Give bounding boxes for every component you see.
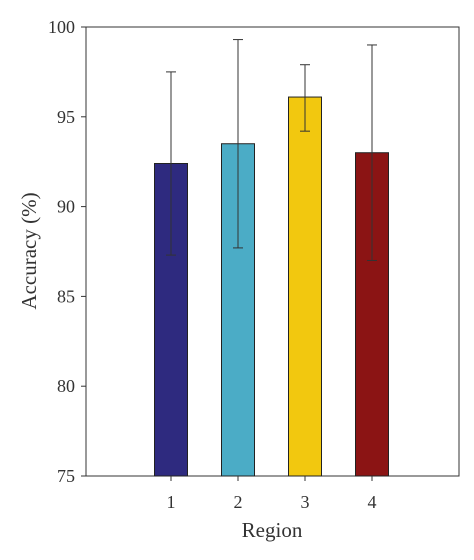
x-tick-label: 3 [301, 492, 310, 512]
y-axis-title: Accuracy (%) [17, 192, 41, 309]
x-axis-ticks: 1 2 3 4 [167, 476, 377, 512]
x-tick-label: 1 [167, 492, 176, 512]
y-tick-label: 75 [57, 466, 75, 486]
y-tick-label: 95 [57, 107, 75, 127]
y-tick-label: 90 [57, 197, 75, 217]
bars-group [154, 96, 389, 477]
x-tick-label: 4 [368, 492, 377, 512]
y-axis-ticks: 75 80 85 90 95 100 [48, 17, 86, 486]
x-tick-label: 2 [234, 492, 243, 512]
plot-frame [85, 26, 460, 477]
y-tick-label: 85 [57, 286, 75, 306]
y-tick-label: 80 [57, 376, 75, 396]
bar-region-3 [288, 96, 322, 477]
x-axis-title: Region [242, 518, 303, 542]
y-tick-label: 100 [48, 17, 75, 37]
error-bars-group [166, 39, 377, 261]
